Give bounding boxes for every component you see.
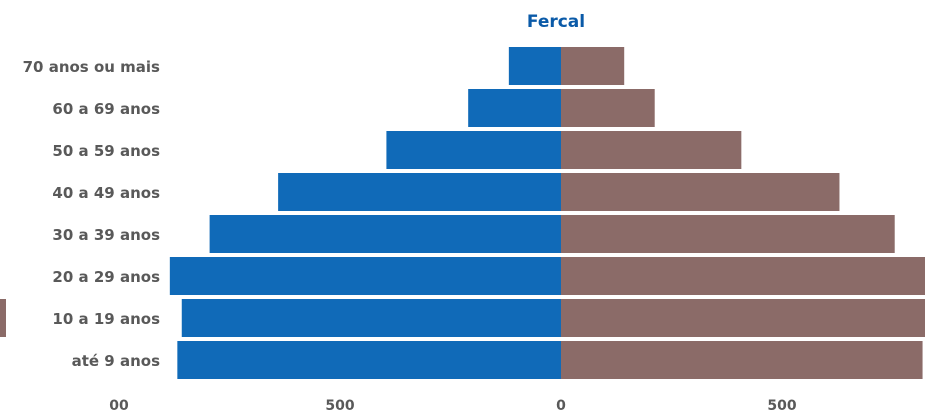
bar-left-2 [386, 131, 561, 169]
category-label: até 9 anos [72, 352, 160, 370]
x-tick-label: 00 [109, 398, 129, 412]
category-label: 40 a 49 anos [52, 184, 160, 202]
bar-right-5 [561, 257, 925, 295]
bar-right-3 [561, 173, 840, 211]
category-label: 20 a 29 anos [52, 268, 160, 286]
bar-right-2 [561, 131, 742, 169]
bar-right-0 [561, 47, 625, 85]
category-labels: 70 anos ou mais 60 a 69 anos 50 a 59 anos 4… [23, 58, 160, 370]
x-tick-label: 500 [325, 398, 354, 412]
bar-left-0 [508, 47, 561, 85]
category-label: 10 a 19 anos [52, 310, 160, 328]
bar-left-5 [169, 257, 561, 295]
cropped-edge-bar [0, 299, 6, 337]
bar-left-6 [181, 299, 561, 337]
x-tick-label: 0 [556, 398, 566, 412]
bar-right-4 [561, 215, 895, 253]
bar-right-1 [561, 89, 655, 127]
x-tick-label: 500 [767, 398, 796, 412]
bar-left-7 [177, 341, 561, 379]
bar-right-6 [561, 299, 925, 337]
category-label: 30 a 39 anos [52, 226, 160, 244]
bar-right-7 [561, 341, 923, 379]
bar-left-1 [468, 89, 561, 127]
category-label: 60 a 69 anos [52, 100, 160, 118]
x-axis-ticks: 00 500 0 500 [109, 398, 797, 412]
bar-left-3 [278, 173, 561, 211]
category-label: 50 a 59 anos [52, 142, 160, 160]
bars-group [0, 47, 925, 379]
category-label: 70 anos ou mais [23, 58, 160, 76]
bar-left-4 [209, 215, 562, 253]
chart-title: Fercal [527, 12, 585, 32]
